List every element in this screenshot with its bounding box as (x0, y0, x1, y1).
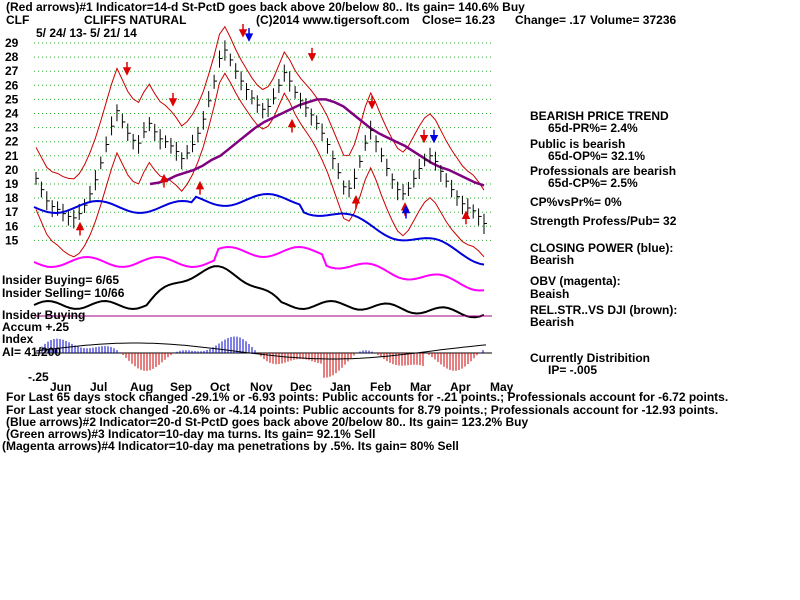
cp-pct: 65d-CP%= 2.5% (548, 176, 638, 190)
y-tick-label: 24 (5, 107, 19, 121)
obv-series (33, 245, 485, 292)
sell-arrow (244, 28, 254, 42)
header-line1: (Red arrows)#1 Indicator=14-d St-PctD go… (6, 0, 525, 14)
relative-strength-series (33, 265, 485, 319)
price-bars (35, 40, 487, 235)
price-bands (35, 25, 485, 258)
y-tick-label: 29 (5, 36, 19, 50)
y-tick-label: 16 (5, 219, 19, 233)
x-tick-label: Oct (210, 380, 230, 394)
closing-power-label: CLOSING POWER (blue): (530, 241, 673, 255)
buy-arrow (401, 204, 411, 219)
buy-arrow (461, 210, 471, 225)
ai-value: AI= 41/200 (2, 345, 61, 359)
accum-label: Accum +.25 (2, 320, 69, 334)
y-tick-label: 20 (5, 163, 19, 177)
x-tick-label: Dec (290, 380, 312, 394)
obv-value: Beaish (530, 287, 569, 301)
x-tick-label: Jun (50, 380, 71, 394)
insider-selling: Insider Selling= 10/66 (2, 286, 125, 300)
y-tick-label: 25 (5, 92, 19, 106)
y-tick-label: 19 (5, 177, 19, 191)
x-tick-label: Mar (410, 380, 432, 394)
x-tick-label: May (490, 380, 514, 394)
buy-arrow (75, 221, 85, 236)
pr-pct: 65d-PR%= 2.4% (548, 121, 638, 135)
obv-label: OBV (magenta): (530, 274, 621, 288)
x-tick-label: Jan (330, 380, 351, 394)
cpvspr: CP%vsPr%= 0% (530, 195, 622, 209)
footer-line-2: For Last year stock changed -20.6% or -4… (6, 403, 718, 417)
ip-value: IP= -.005 (548, 363, 597, 377)
accum-ma-line (35, 342, 487, 360)
buy-arrow (195, 180, 205, 195)
buy-arrow (159, 173, 169, 188)
accum-minus-label: -.25 (28, 370, 49, 384)
prof-title: Professionals are bearish (530, 164, 676, 178)
footer-line-4: (Green arrows)#3 Indicator=10-day ma tur… (6, 427, 375, 441)
volume-value: Volume= 37236 (590, 13, 676, 27)
buy-arrow (351, 195, 361, 209)
closing-power-value: Bearish (530, 253, 574, 267)
moving-average (149, 98, 485, 187)
x-axis-labels: Jun Jul Aug Sep Oct Nov Dec Jan Feb Mar Apr May (50, 380, 514, 394)
y-tick-label: 15 (5, 233, 19, 247)
insider-buying: Insider Buying= 6/65 (2, 273, 119, 287)
closing-power-line (33, 192, 485, 266)
closing-power-series (33, 192, 485, 266)
signal-arrows (75, 23, 471, 236)
sell-arrow (122, 62, 132, 76)
relstr-label: REL.STR..VS DJI (brown): (530, 303, 677, 317)
footer-line-1: For Last 65 days stock changed -29.1% or… (6, 390, 728, 404)
y-tick-label: 17 (5, 205, 19, 219)
y-tick-label: 22 (5, 135, 19, 149)
relative-strength-line (33, 265, 492, 319)
x-tick-label: Apr (450, 380, 471, 394)
strength: Strength Profess/Pub= 32 (530, 214, 677, 228)
x-tick-label: Sep (170, 380, 192, 394)
close-value: Close= 16.23 (422, 13, 495, 27)
op-pct: 65d-OP%= 32.1% (548, 149, 645, 163)
upper-band (35, 25, 485, 191)
date-range: 5/ 24/ 13- 5/ 21/ 14 (36, 26, 137, 40)
public-title: Public is bearish (530, 137, 625, 151)
y-tick-label: 28 (5, 50, 19, 64)
y-tick-label: 21 (5, 149, 19, 163)
index-label: Index (2, 332, 34, 346)
sell-arrow (419, 129, 429, 144)
lower-band (35, 72, 485, 258)
ticker-label: CLF (6, 13, 29, 27)
accumulation-histogram (34, 336, 492, 378)
trend-title: BEARISH PRICE TREND (530, 109, 669, 123)
distribution-label: Currently Distribition (530, 351, 650, 365)
copyright-label: (C)2014 www.tigersoft.com (256, 13, 410, 27)
x-tick-label: Feb (370, 380, 391, 394)
x-tick-label: Jul (90, 380, 107, 394)
y-tick-label: 27 (5, 64, 19, 78)
y-tick-label: 18 (5, 191, 19, 205)
buy-arrow (287, 118, 297, 133)
sell-arrow (367, 95, 377, 110)
sell-arrow (307, 47, 317, 62)
sell-arrow (429, 129, 439, 144)
insider-buying-2: Insider Buying (2, 308, 85, 322)
change-value: Change= .17 (515, 13, 586, 27)
y-tick-label: 26 (5, 78, 19, 92)
relstr-value: Bearish (530, 315, 574, 329)
footer-line-3: (Blue arrows)#2 Indicator=20-d St-PctD g… (6, 415, 529, 429)
footer-line-5: (Magenta arrows)#4 Indicator=10-day ma p… (2, 439, 459, 453)
x-tick-label: Aug (130, 380, 153, 394)
sell-arrow (168, 93, 178, 107)
obv-line (33, 245, 485, 292)
grid-lines (34, 42, 492, 241)
x-tick-label: Nov (250, 380, 273, 394)
company-name: CLIFFS NATURAL (84, 13, 186, 27)
sell-arrow (238, 23, 248, 38)
y-tick-label: 23 (5, 121, 19, 135)
